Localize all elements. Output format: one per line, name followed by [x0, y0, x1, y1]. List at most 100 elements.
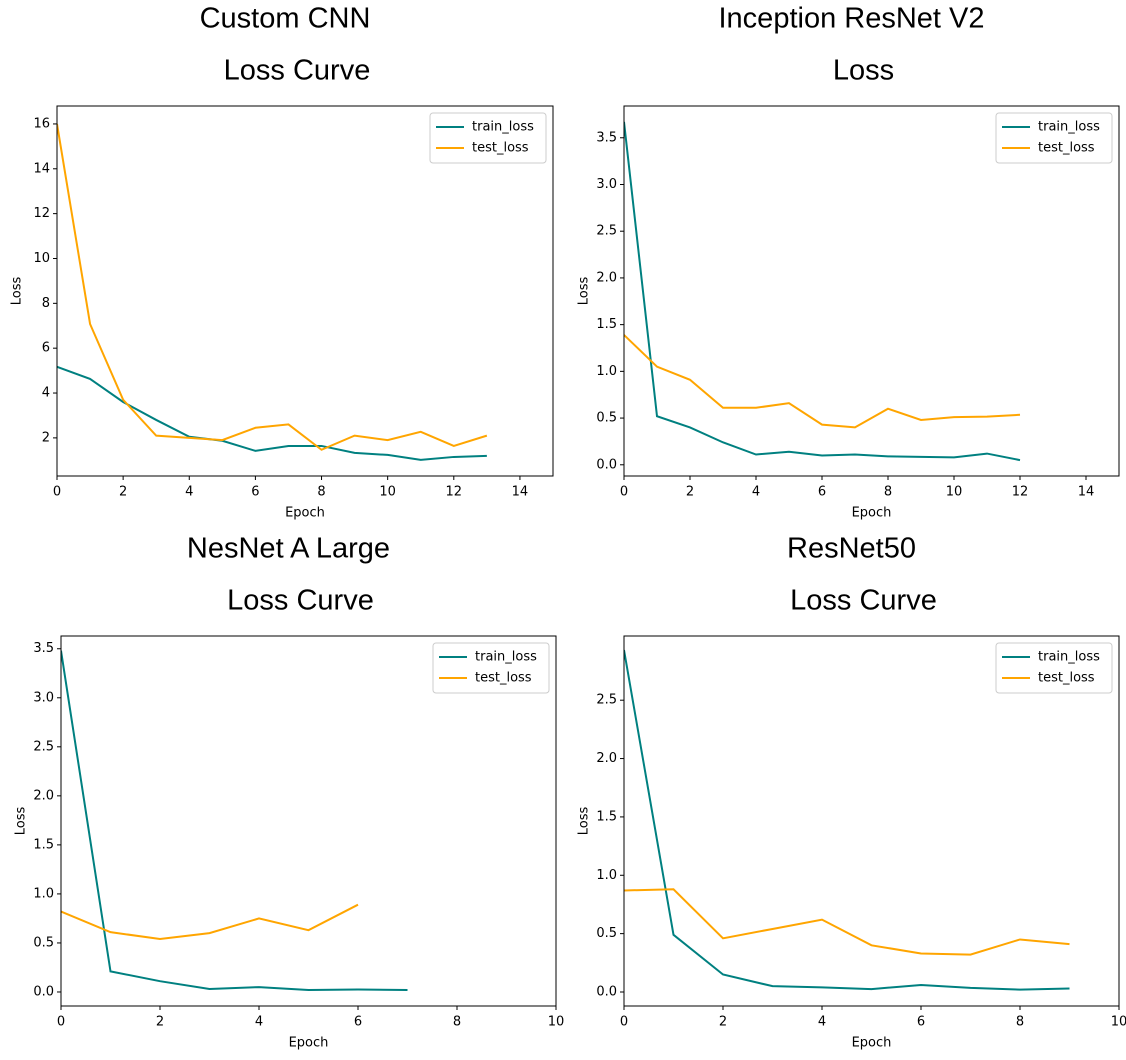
y-tick-label: 0.0 — [33, 984, 54, 999]
x-tick-label: 2 — [686, 485, 694, 500]
y-tick-label: 14 — [33, 161, 50, 176]
x-tick-label: 0 — [57, 1015, 65, 1030]
x-tick-label: 2 — [156, 1015, 164, 1030]
plot-frame — [60, 635, 557, 1007]
y-tick-label: 2.0 — [596, 751, 617, 766]
line — [61, 650, 408, 992]
plot-frame — [623, 105, 1120, 477]
y-tick-label: 3.5 — [596, 130, 617, 145]
x-tick-label: 0 — [620, 485, 628, 500]
y-tick-label: 2.5 — [596, 693, 617, 708]
legend-label: test_loss — [472, 141, 529, 156]
x-tick-label: 10 — [946, 485, 963, 500]
chart-subtitle: Loss Curve — [224, 55, 371, 87]
chart-title: Inception ResNet V2 — [719, 3, 985, 35]
x-tick-label: 6 — [818, 485, 826, 500]
x-tick-label: 0 — [53, 485, 61, 500]
chart-subtitle: Loss Curve — [227, 585, 374, 617]
y-tick-label: 0.0 — [596, 984, 617, 999]
subplot: Custom CNN Loss Curve Epoch Loss 0 2 4 6 8 10 12 14… — [10, 3, 554, 521]
x-tick-label: 4 — [255, 1015, 263, 1030]
legend-box — [429, 112, 547, 164]
y-tick-label: 1.5 — [33, 837, 54, 852]
x-tick-label: 4 — [752, 485, 760, 500]
y-axis-label: Loss — [577, 807, 592, 836]
legend-label: train_loss — [1038, 120, 1100, 135]
x-tick-label: 14 — [512, 485, 529, 500]
line — [624, 888, 1070, 956]
x-tick-label: 14 — [1078, 485, 1095, 500]
y-tick-label: 1.5 — [596, 809, 617, 824]
legend-label: test_loss — [1038, 671, 1095, 686]
legend-label: test_loss — [475, 671, 532, 686]
y-axis-label: Loss — [14, 807, 29, 836]
x-tick-label: 0 — [620, 1015, 628, 1030]
y-tick-label: 2 — [42, 430, 50, 445]
chart-subtitle: Loss Curve — [790, 585, 937, 617]
chart-title: ResNet50 — [787, 533, 916, 565]
legend-label: train_loss — [1038, 650, 1100, 665]
legend-box — [995, 112, 1113, 164]
y-tick-label: 16 — [33, 116, 50, 131]
x-axis-label: Epoch — [852, 1036, 892, 1051]
y-tick-label: 1.0 — [33, 886, 54, 901]
y-tick-label: 2.0 — [33, 788, 54, 803]
y-tick-label: 3.5 — [33, 641, 54, 656]
legend-label: test_loss — [1038, 141, 1095, 156]
x-tick-label: 6 — [917, 1015, 925, 1030]
x-axis-label: Epoch — [285, 506, 325, 521]
x-tick-label: 10 — [548, 1015, 565, 1030]
x-tick-label: 12 — [1012, 485, 1029, 500]
x-tick-label: 6 — [354, 1015, 362, 1030]
y-tick-label: 2.5 — [33, 739, 54, 754]
line — [57, 123, 488, 451]
subplot: ResNet50 Loss Curve Epoch Loss 0 2 4 6 8 10 0.0 0.5… — [577, 533, 1126, 1051]
x-axis-label: Epoch — [852, 506, 892, 521]
y-tick-label: 0.5 — [596, 926, 617, 941]
y-tick-label: 1.0 — [596, 364, 617, 379]
x-tick-label: 8 — [1016, 1015, 1024, 1030]
x-tick-label: 8 — [317, 485, 325, 500]
y-tick-label: 1.0 — [596, 868, 617, 883]
y-tick-label: 2.5 — [596, 224, 617, 239]
y-tick-label: 12 — [33, 206, 50, 221]
x-axis-label: Epoch — [289, 1036, 329, 1051]
x-tick-label: 4 — [818, 1015, 826, 1030]
x-tick-label: 2 — [119, 485, 127, 500]
plot-frame — [56, 105, 554, 477]
x-tick-label: 12 — [446, 485, 463, 500]
line — [57, 365, 487, 461]
x-tick-label: 10 — [379, 485, 396, 500]
x-tick-label: 8 — [884, 485, 892, 500]
chart-title: NesNet A Large — [187, 533, 390, 565]
y-tick-label: 6 — [42, 341, 50, 356]
y-tick-label: 0.0 — [596, 457, 617, 472]
y-tick-label: 0.5 — [596, 411, 617, 426]
y-tick-label: 4 — [42, 386, 50, 401]
y-tick-label: 3.0 — [596, 177, 617, 192]
legend-label: train_loss — [472, 120, 534, 135]
y-axis-label: Loss — [577, 277, 592, 306]
y-axis-label: Loss — [10, 277, 25, 306]
subplot: Inception ResNet V2 Loss Epoch Loss 0 2 4 6 8 10 1… — [577, 3, 1120, 521]
y-tick-label: 8 — [42, 296, 50, 311]
subplot: NesNet A Large Loss Curve Epoch Loss 0 2 4 6 8 10… — [14, 533, 565, 1051]
plot-frame — [623, 635, 1120, 1007]
legend-label: train_loss — [475, 650, 537, 665]
line — [61, 903, 359, 941]
x-tick-label: 6 — [251, 485, 259, 500]
y-tick-label: 2.0 — [596, 270, 617, 285]
x-tick-label: 4 — [185, 485, 193, 500]
x-tick-label: 2 — [719, 1015, 727, 1030]
y-tick-label: 3.0 — [33, 690, 54, 705]
chart-subtitle: Loss — [833, 55, 894, 87]
line — [624, 649, 1070, 991]
legend-box — [995, 642, 1113, 694]
line — [624, 121, 1021, 462]
chart-title: Custom CNN — [200, 3, 371, 35]
x-tick-label: 10 — [1111, 1015, 1126, 1030]
y-tick-label: 0.5 — [33, 935, 54, 950]
legend-box — [432, 642, 550, 694]
